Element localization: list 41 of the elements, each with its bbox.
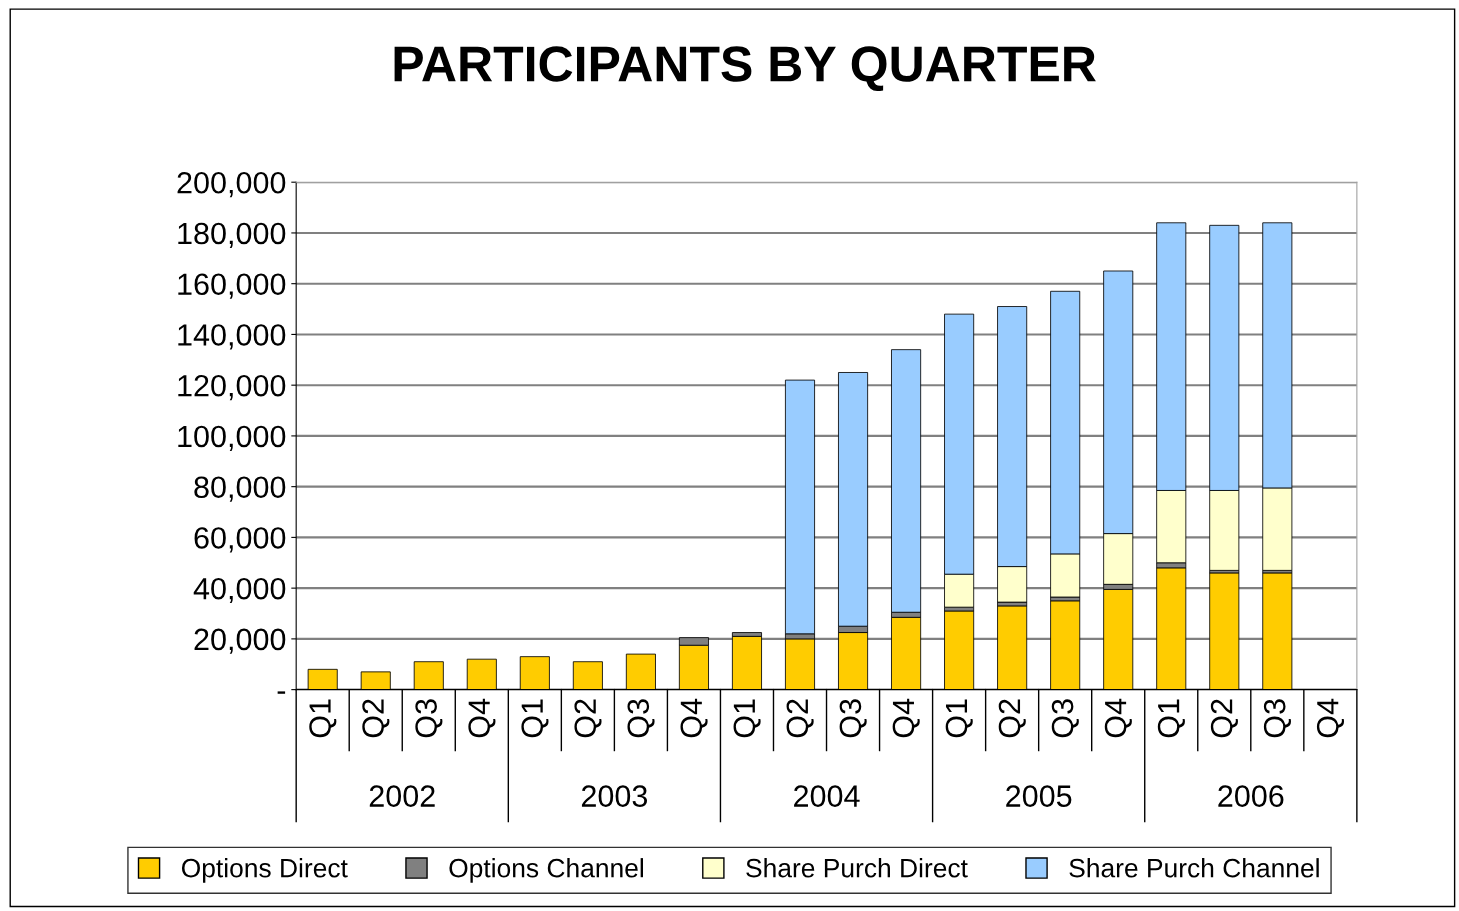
x-tick-label: Q4 (468, 698, 496, 738)
x-tick-label: Q1 (1157, 699, 1185, 738)
legend-label: Options Channel (449, 858, 643, 883)
legend-label: Options Direct (181, 858, 348, 883)
y-tick-label: 180,000 (178, 222, 286, 248)
y-tick-label: 40,000 (193, 577, 286, 604)
x-tick-label: Q1 (309, 699, 337, 738)
x-tick-label: Q1 (521, 699, 549, 738)
x-tick-label: Q1 (733, 699, 761, 738)
x-tick-label: Q2 (362, 699, 390, 738)
y-tick-label: 80,000 (194, 476, 286, 502)
x-tick-label: Q2 (998, 699, 1026, 738)
text: 2005 (1006, 785, 1072, 807)
text: 2002 (369, 785, 435, 807)
y-tick-label: 60,000 (194, 527, 286, 553)
x-tick-label: Q2 (786, 699, 814, 738)
x-tick-label: Q2 (574, 699, 602, 738)
x-tick-label: Q3 (415, 699, 443, 738)
legend-label: Share Purch Channel (1069, 858, 1319, 878)
y-tick-label: 20,000 (194, 628, 286, 654)
x-tick-label: Q4 (1316, 698, 1345, 738)
x-tick-label: Q4 (680, 698, 708, 738)
y-tick-label: 200,000 (177, 171, 286, 198)
x-tick-label: Q2 (1210, 699, 1238, 738)
y-tick-label: 120,000 (178, 374, 286, 401)
x-tick-label: Q4 (892, 698, 920, 738)
y-tick-label: 140,000 (178, 324, 286, 350)
text: 2003 (581, 785, 648, 807)
x-tick-label: Q3 (1051, 699, 1079, 738)
x-tick-label: Q4 (1104, 698, 1132, 738)
x-tick-label: Q3 (839, 699, 867, 738)
x-tick-label: Q1 (945, 699, 973, 738)
y-tick-label: 100,000 (178, 425, 286, 451)
x-tick-label: Q3 (1263, 699, 1291, 738)
text: 2004 (794, 785, 860, 807)
legend-label: Share Purch Direct (746, 858, 968, 878)
y-tick-label: - (277, 691, 286, 694)
y-tick-label: 160,000 (178, 273, 286, 299)
text: 2006 (1218, 785, 1284, 807)
x-tick-label: Q3 (627, 699, 655, 738)
chart-title: PARTICIPANTS BY QUARTER (394, 46, 1096, 92)
